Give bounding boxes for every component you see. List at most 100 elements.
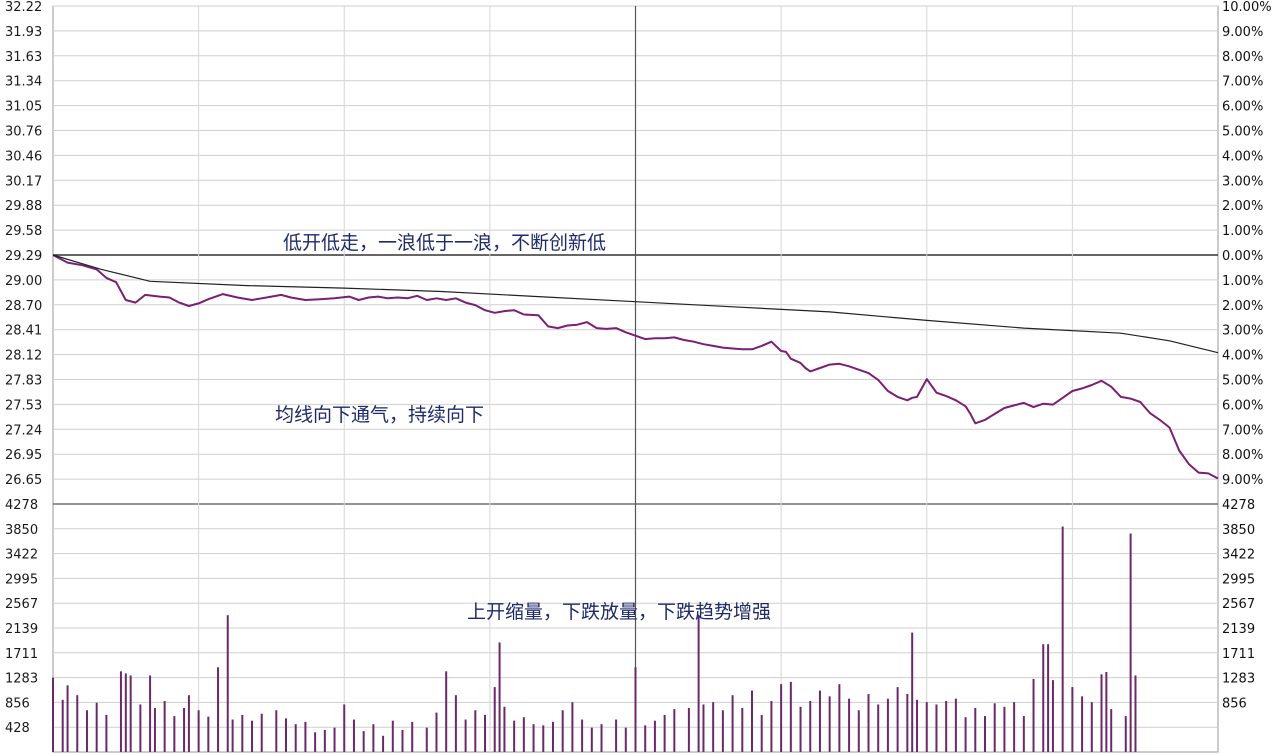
- volume-bar: [445, 671, 448, 752]
- volume-tick-label-right: 1711: [1222, 647, 1255, 662]
- volume-bar: [260, 713, 263, 752]
- volume-bar: [551, 721, 554, 752]
- volume-tick-label: 2567: [5, 597, 38, 612]
- volume-bar: [513, 720, 516, 752]
- volume-bar: [411, 721, 414, 752]
- pct-tick-label: 5.00%: [1222, 374, 1263, 389]
- volume-bar: [285, 718, 287, 752]
- volume-bar: [498, 642, 501, 752]
- volume-bar: [1071, 687, 1074, 752]
- volume-bar: [780, 684, 783, 752]
- volume-bar: [1100, 674, 1103, 752]
- volume-bar: [304, 721, 307, 752]
- volume-bar: [799, 706, 802, 752]
- volume-bar: [343, 704, 346, 752]
- volume-bar: [925, 702, 928, 752]
- pct-tick-label: 4.00%: [1222, 349, 1263, 364]
- volume-bar: [173, 716, 176, 752]
- volume-bar: [139, 704, 142, 752]
- pct-tick-label: 7.00%: [1222, 423, 1263, 438]
- volume-bar: [149, 675, 152, 752]
- volume-bar: [741, 707, 744, 752]
- price-tick-label: 32.22: [5, 0, 42, 15]
- price-tick-label: 30.76: [5, 125, 42, 140]
- volume-bar: [624, 727, 627, 752]
- volume-bar: [687, 707, 690, 752]
- pct-tick-label: 7.00%: [1222, 75, 1263, 90]
- volume-bar: [634, 667, 637, 752]
- volume-bar: [76, 695, 79, 752]
- pct-tick-label: 9.00%: [1222, 25, 1263, 40]
- pct-tick-label: 8.00%: [1222, 50, 1263, 65]
- volume-tick-label-right: 2139: [1222, 622, 1255, 637]
- volume-bar: [702, 704, 705, 752]
- volume-bar: [1110, 709, 1113, 752]
- volume-bar: [52, 677, 54, 752]
- volume-bar: [838, 684, 841, 752]
- price-tick-label: 28.41: [5, 324, 42, 339]
- volume-tick-label: 3850: [5, 523, 38, 538]
- volume-bar: [663, 714, 666, 752]
- volume-tick-label: 4278: [5, 498, 38, 513]
- price-tick-label: 29.00: [5, 274, 42, 289]
- volume-bar: [906, 693, 909, 752]
- volume-bar: [673, 709, 676, 752]
- annotation-price-trend: 低开低走，一浪低于一浪，不断创新低: [283, 232, 606, 254]
- volume-bar: [954, 698, 957, 752]
- volume-bar: [712, 702, 715, 752]
- volume-bar: [197, 710, 200, 752]
- pct-tick-label: 0.00%: [1222, 249, 1263, 264]
- pct-tick-label: 5.00%: [1222, 125, 1263, 140]
- volume-bar: [464, 719, 467, 752]
- volume-bar: [1013, 702, 1016, 752]
- volume-bar: [382, 735, 385, 752]
- volume-bar: [615, 719, 618, 752]
- volume-bar: [1134, 675, 1137, 752]
- volume-bar: [1081, 696, 1084, 752]
- pct-tick-label: 2.00%: [1222, 299, 1263, 314]
- volume-bar: [435, 712, 438, 752]
- volume-bar: [362, 731, 365, 752]
- volume-tick-label: 2995: [5, 572, 38, 587]
- volume-tick-label: 428: [5, 721, 30, 736]
- volume-tick-label-right: 3422: [1222, 548, 1255, 563]
- volume-bar: [251, 720, 254, 752]
- volume-bar: [828, 696, 831, 752]
- volume-bar: [187, 695, 190, 752]
- volume-bars: [52, 526, 1137, 752]
- volume-bar: [1022, 716, 1025, 752]
- volume-bar: [1032, 678, 1035, 752]
- volume-bar: [721, 710, 724, 752]
- annotation-avg-line: 均线向下通气，持续向下: [275, 404, 484, 426]
- volume-bar: [867, 694, 870, 752]
- volume-bar: [1129, 533, 1132, 752]
- volume-tick-label-right: 4278: [1222, 498, 1255, 513]
- volume-bar: [581, 719, 584, 752]
- volume-tick-label-right: 856: [1222, 696, 1247, 711]
- volume-bar: [484, 714, 487, 752]
- volume-bar: [1090, 702, 1093, 752]
- volume-bar: [1047, 644, 1050, 752]
- pct-tick-label: 4.00%: [1222, 149, 1263, 164]
- price-tick-label: 31.93: [5, 25, 42, 40]
- volume-bar: [945, 700, 948, 752]
- volume-tick-label-right: 3850: [1222, 523, 1255, 538]
- volume-bar: [818, 690, 821, 752]
- price-tick-label: 26.65: [5, 473, 42, 488]
- price-tick-label: 31.05: [5, 100, 42, 115]
- price-tick-label: 31.34: [5, 75, 42, 90]
- volume-bar: [993, 703, 996, 752]
- volume-bar: [129, 675, 132, 752]
- volume-tick-label: 1711: [5, 647, 38, 662]
- volume-bar: [532, 724, 535, 752]
- volume-bar: [731, 695, 734, 752]
- price-tick-label: 28.12: [5, 349, 42, 364]
- volume-bar: [1105, 672, 1108, 752]
- volume-bar: [789, 681, 792, 752]
- volume-bar: [66, 685, 69, 752]
- volume-bar: [226, 615, 229, 752]
- volume-bar: [770, 700, 773, 752]
- volume-bar: [231, 719, 234, 752]
- volume-bar: [877, 704, 880, 752]
- volume-bar: [352, 719, 355, 752]
